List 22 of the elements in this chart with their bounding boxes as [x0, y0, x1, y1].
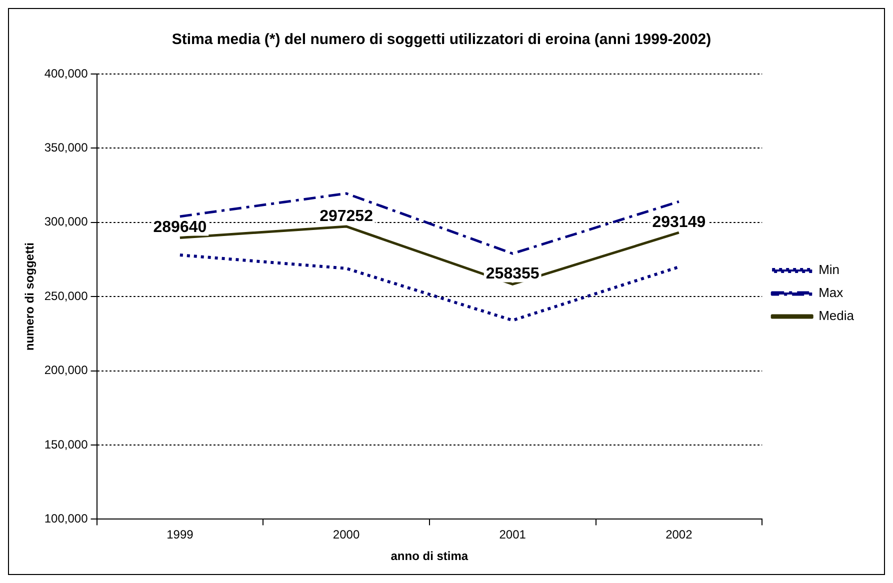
legend-label: Min	[818, 262, 840, 278]
y-axis-title: numero di soggetti	[22, 242, 37, 351]
y-tick-label: 350,000	[44, 140, 88, 155]
y-tick-label: 400,000	[44, 66, 88, 80]
y-tick-label: 150,000	[44, 437, 88, 452]
legend-label: Max	[818, 285, 844, 300]
x-tick-label: 1999	[166, 528, 194, 542]
chart-title: Stima media (*) del numero di soggetti utilizzatori di eroina (anni 1999-2002)	[172, 31, 712, 48]
data-label: 297252	[320, 208, 374, 225]
y-tick-label: 300,000	[44, 214, 88, 229]
legend-label: Media	[818, 308, 855, 324]
data-label: 289640	[153, 219, 207, 236]
y-tick-label: 200,000	[44, 363, 88, 378]
y-tick-label: 250,000	[44, 288, 88, 303]
line-series	[178, 254, 680, 322]
x-tick-label: 2002	[666, 528, 693, 542]
x-tick-label: 2000	[332, 528, 360, 542]
data-label: 293149	[652, 214, 706, 231]
data-label: 258355	[486, 266, 540, 283]
y-tick-label: 100,000	[44, 512, 88, 526]
x-axis-title: anno di stima	[390, 549, 468, 564]
x-tick-label: 2001	[499, 528, 526, 542]
